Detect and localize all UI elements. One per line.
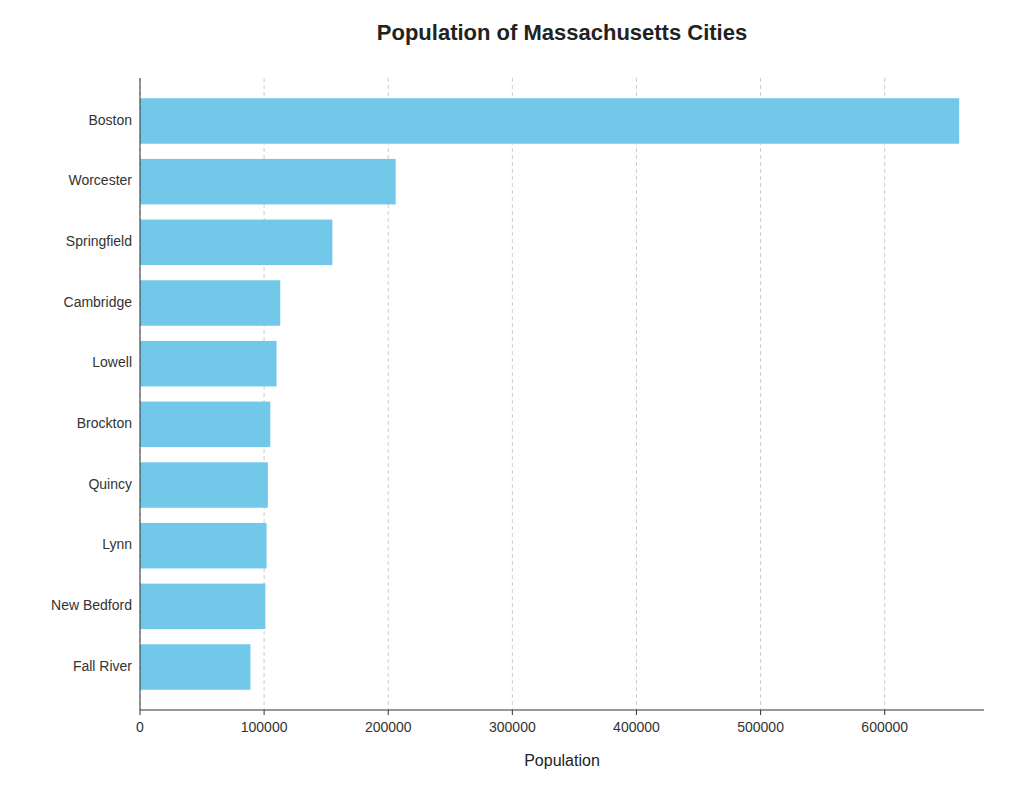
y-tick-label: Worcester [68,172,132,188]
bar [140,523,267,569]
x-tick-label: 300000 [489,719,536,735]
x-tick-label: 500000 [737,719,784,735]
grid-line [884,78,885,710]
chart-title: Population of Massachusetts Cities [377,20,747,45]
bar [140,644,250,690]
x-tick-label: 400000 [613,719,660,735]
y-axis-line [140,78,141,710]
bar [140,280,280,326]
x-tick-label: 600000 [861,719,908,735]
grid-line [636,78,637,710]
x-tick [636,710,637,715]
y-tick-label: Lowell [92,354,132,370]
y-tick-label: Lynn [102,536,132,552]
bar [140,402,270,448]
x-tick [512,710,513,715]
y-tick-label: Boston [88,112,132,128]
y-tick-label: Quincy [88,476,132,492]
y-tick-label: Fall River [73,658,132,674]
bar [140,584,265,630]
x-tick [760,710,761,715]
x-axis-label: Population [524,752,600,769]
x-tick-label: 200000 [365,719,412,735]
bar [140,159,396,205]
x-tick [264,710,265,715]
bar [140,462,268,508]
x-axis-line [140,710,984,711]
chart-svg: Population of Massachusetts Cities 0 10000… [0,0,1024,796]
chart-container: Population of Massachusetts Cities 0 10000… [0,0,1024,796]
grid-line [760,78,761,710]
bar [140,341,277,387]
bar [140,220,332,266]
x-tick [388,710,389,715]
x-tick-label: 100000 [241,719,288,735]
x-tick [884,710,885,715]
y-tick-label: Cambridge [64,294,133,310]
grid-line [512,78,513,710]
grid-line [140,78,141,710]
bar [140,98,959,144]
axes: 0 100000 200000 300000 400000 500000 600000 Fal… [51,78,984,735]
bars [140,98,959,690]
grid [140,78,885,710]
y-tick-label: Brockton [77,415,132,431]
x-tick-label: 0 [136,719,144,735]
y-tick-label: Springfield [66,233,132,249]
x-tick [140,710,141,715]
y-tick-label: New Bedford [51,597,132,613]
